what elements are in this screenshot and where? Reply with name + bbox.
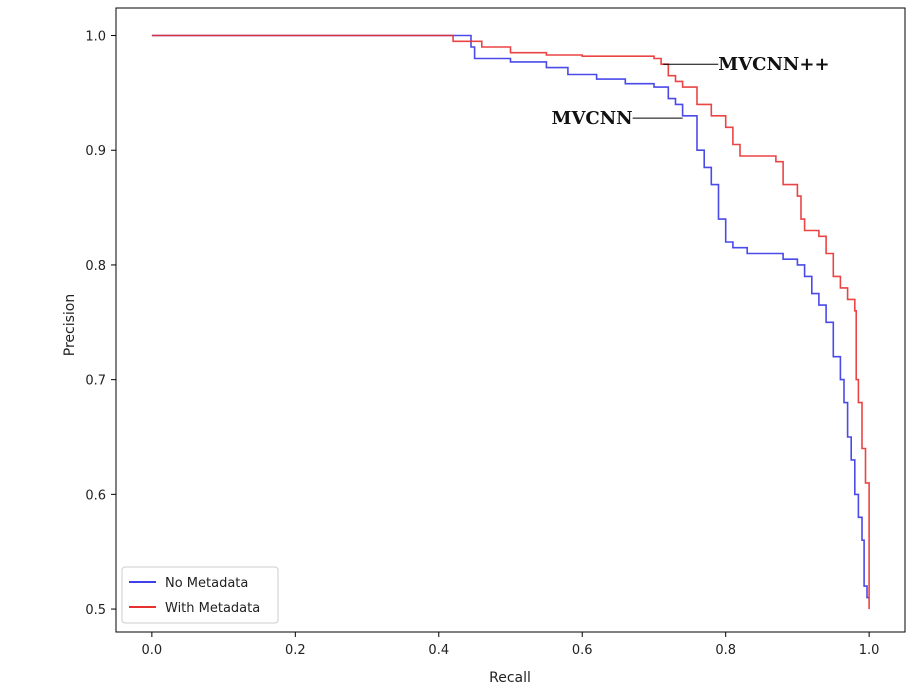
y-axis-ticks: 0.5 0.6 0.7 0.8 0.9 1.0 xyxy=(85,30,116,618)
legend-label-no-metadata: No Metadata xyxy=(165,576,248,591)
x-tick-label: 0.2 xyxy=(285,643,306,658)
y-tick-label: 0.6 xyxy=(85,488,106,503)
x-tick-label: 0.4 xyxy=(428,643,449,658)
y-tick-label: 0.8 xyxy=(85,259,106,274)
x-tick-label: 0.8 xyxy=(715,643,736,658)
y-tick-label: 0.7 xyxy=(85,374,106,389)
annotation-mvcnn-plus: MVCNN++ xyxy=(718,54,829,75)
y-tick-label: 0.5 xyxy=(85,603,106,618)
x-tick-label: 0.6 xyxy=(572,643,593,658)
x-tick-label: 0.0 xyxy=(142,643,163,658)
x-tick-label: 1.0 xyxy=(859,643,880,658)
legend: No Metadata With Metadata xyxy=(121,566,279,624)
y-tick-label: 1.0 xyxy=(85,30,106,45)
x-axis-label: Recall xyxy=(489,670,531,686)
y-axis-label: Precision xyxy=(62,294,78,356)
series-line-with-metadata xyxy=(151,34,870,610)
plot-frame xyxy=(115,7,906,633)
series-line-no-metadata xyxy=(151,34,870,599)
x-axis-ticks: 0.0 0.2 0.4 0.6 0.8 1.0 xyxy=(142,632,880,658)
y-tick-label: 0.9 xyxy=(85,144,106,159)
legend-box xyxy=(121,566,279,624)
annotations: MVCNN++ MVCNN xyxy=(552,54,830,129)
legend-label-with-metadata: With Metadata xyxy=(165,601,260,616)
series-lines xyxy=(151,34,870,610)
annotation-mvcnn: MVCNN xyxy=(552,108,633,129)
